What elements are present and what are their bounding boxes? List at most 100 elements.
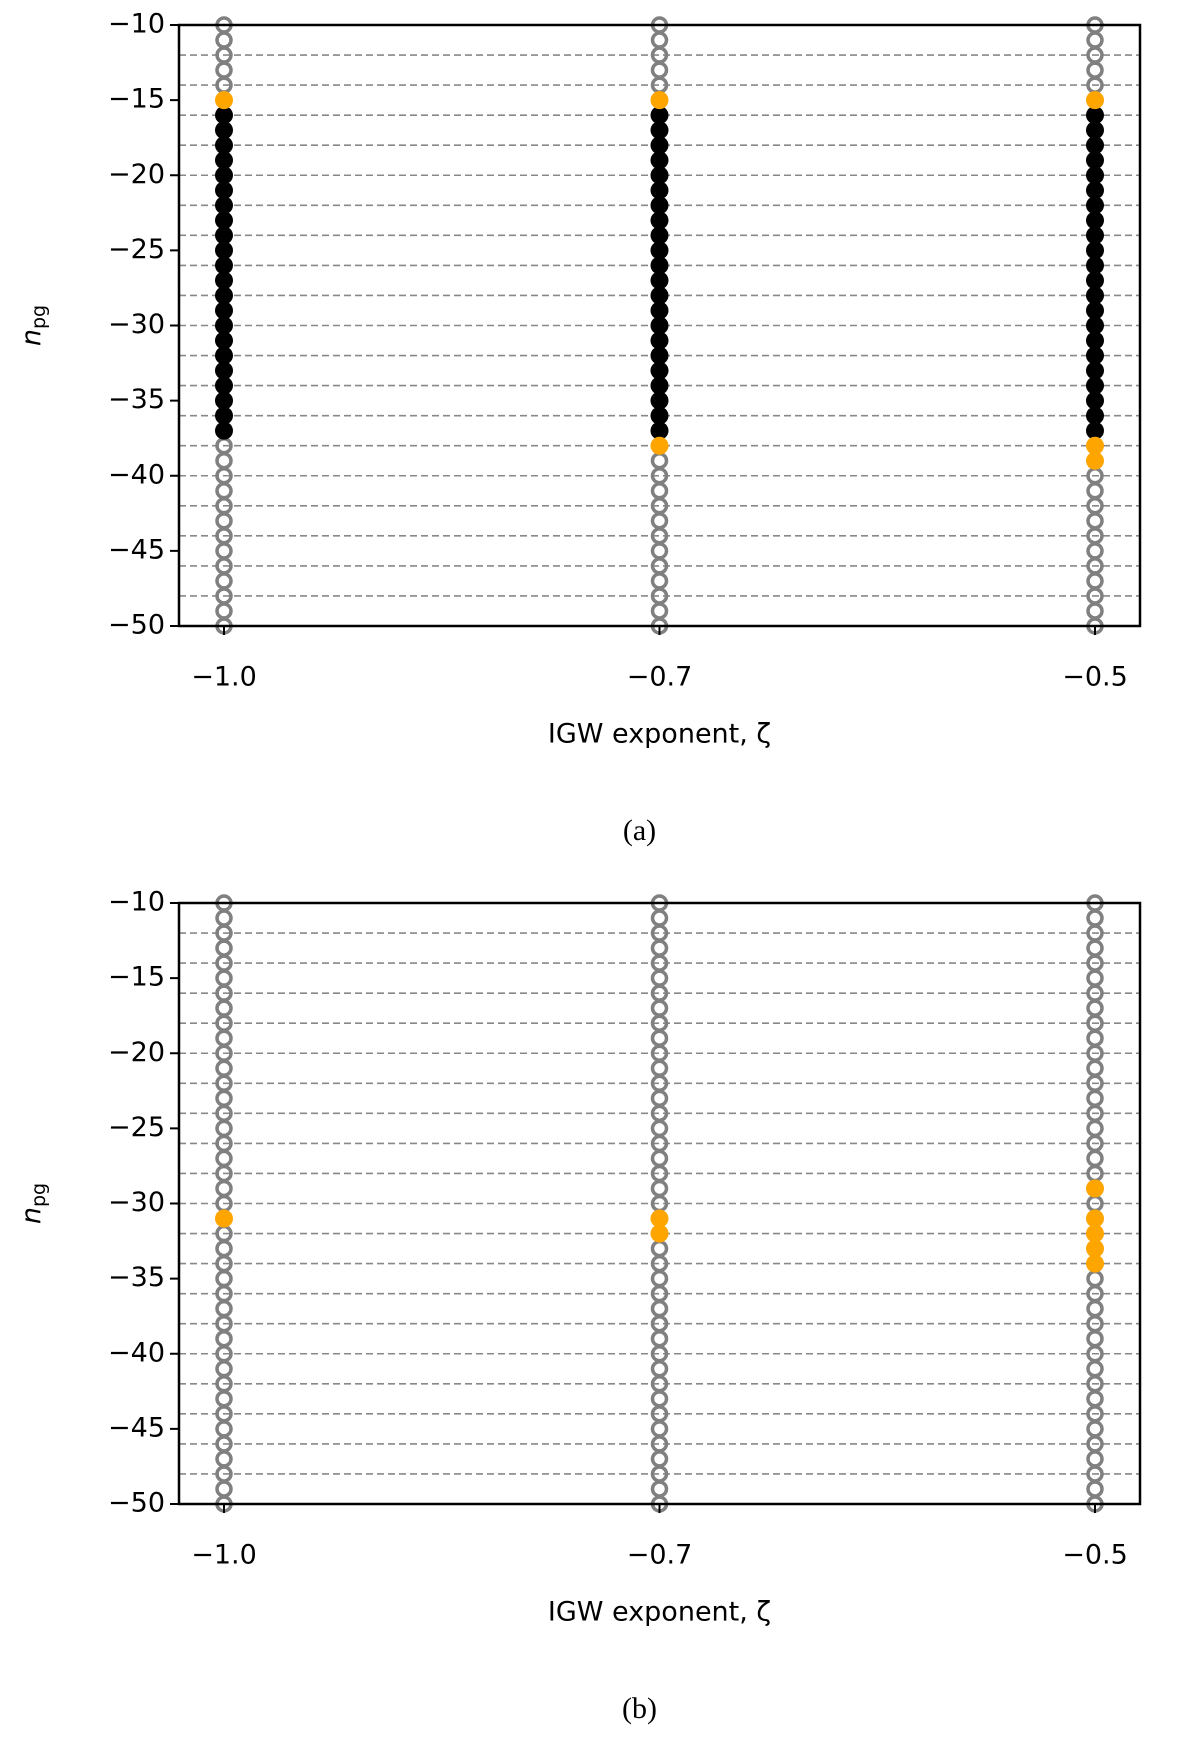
point bbox=[215, 406, 233, 425]
point bbox=[1086, 1480, 1104, 1498]
point bbox=[215, 151, 233, 170]
point bbox=[215, 572, 233, 590]
point bbox=[1086, 572, 1104, 590]
point bbox=[1086, 1254, 1104, 1273]
point bbox=[1086, 166, 1104, 185]
point bbox=[215, 1209, 233, 1228]
y-tick-label: −30 bbox=[108, 1187, 165, 1218]
point bbox=[650, 226, 669, 245]
point bbox=[1086, 376, 1104, 395]
point bbox=[215, 31, 233, 49]
point bbox=[215, 421, 233, 440]
point bbox=[650, 1450, 669, 1468]
point bbox=[215, 1029, 233, 1047]
point bbox=[650, 181, 669, 200]
point bbox=[650, 346, 669, 365]
point bbox=[215, 909, 233, 927]
point bbox=[1086, 1390, 1104, 1408]
chart: −10 −15 −20 −25 −30 −35 −40 −45 −50 −1.0 −0.7 −0.5 I… bbox=[16, 9, 1142, 847]
point bbox=[650, 241, 669, 260]
point bbox=[1086, 602, 1104, 620]
y-tick-label: −45 bbox=[108, 534, 165, 565]
point bbox=[215, 1390, 233, 1408]
point bbox=[1086, 196, 1104, 215]
y-tick-label: −40 bbox=[108, 459, 165, 490]
y-tick-label: −30 bbox=[108, 309, 165, 340]
x-tick-label: −1.0 bbox=[191, 1540, 257, 1571]
point bbox=[1086, 241, 1104, 260]
point bbox=[215, 196, 233, 215]
point bbox=[215, 226, 233, 245]
point bbox=[650, 31, 669, 49]
point bbox=[650, 1360, 669, 1378]
point bbox=[215, 969, 233, 987]
y-tick-label: −40 bbox=[108, 1337, 165, 1368]
point bbox=[1086, 1329, 1104, 1348]
point bbox=[650, 211, 669, 230]
point bbox=[650, 909, 669, 927]
point bbox=[215, 241, 233, 260]
point bbox=[1086, 436, 1104, 455]
point bbox=[650, 451, 669, 470]
x-axis-label: IGW exponent, ζ bbox=[548, 1597, 771, 1628]
point bbox=[215, 1239, 233, 1258]
point bbox=[650, 61, 669, 79]
point bbox=[215, 1329, 233, 1348]
point bbox=[650, 999, 669, 1017]
point bbox=[650, 1149, 669, 1168]
y-axis-label: npg bbox=[16, 1183, 50, 1224]
point bbox=[215, 939, 233, 957]
point bbox=[1086, 939, 1104, 957]
y-tick-label: −20 bbox=[108, 1037, 165, 1068]
point bbox=[1086, 969, 1104, 987]
point bbox=[650, 1089, 669, 1108]
point bbox=[215, 1450, 233, 1468]
point bbox=[1086, 1149, 1104, 1168]
y-axis-label-main: n bbox=[16, 1207, 47, 1224]
point bbox=[1086, 1239, 1104, 1258]
point bbox=[215, 331, 233, 350]
point bbox=[650, 1420, 669, 1438]
y-tick-label: −20 bbox=[108, 159, 165, 190]
point bbox=[1086, 1089, 1104, 1108]
x-tick-label: −0.5 bbox=[1062, 662, 1128, 693]
point bbox=[1086, 1059, 1104, 1078]
point bbox=[650, 1224, 669, 1243]
point bbox=[1086, 1450, 1104, 1468]
y-axis-label-sub: pg bbox=[28, 305, 50, 329]
point bbox=[650, 91, 669, 110]
point bbox=[650, 376, 669, 395]
y-tick-label: −15 bbox=[108, 84, 165, 115]
point bbox=[1086, 909, 1104, 927]
point bbox=[650, 331, 669, 350]
point bbox=[1086, 346, 1104, 365]
point bbox=[650, 1239, 669, 1258]
point bbox=[650, 421, 669, 440]
point bbox=[215, 271, 233, 290]
point bbox=[650, 196, 669, 215]
point bbox=[1086, 136, 1104, 155]
y-tick-label: −50 bbox=[108, 610, 165, 641]
point bbox=[215, 121, 233, 140]
point bbox=[650, 1029, 669, 1047]
point bbox=[215, 1360, 233, 1378]
point bbox=[215, 1089, 233, 1108]
y-tick-label: −50 bbox=[108, 1488, 165, 1519]
point bbox=[215, 166, 233, 185]
point bbox=[215, 316, 233, 335]
point bbox=[650, 1480, 669, 1498]
point bbox=[650, 542, 669, 560]
point bbox=[650, 1209, 669, 1228]
y-tick-label: −15 bbox=[108, 962, 165, 993]
point bbox=[215, 1299, 233, 1318]
y-tick-label: −10 bbox=[108, 887, 165, 918]
point bbox=[1086, 331, 1104, 350]
point bbox=[215, 211, 233, 230]
point bbox=[650, 602, 669, 620]
point bbox=[650, 1179, 669, 1198]
point bbox=[1086, 61, 1104, 79]
point bbox=[1086, 1209, 1104, 1228]
point bbox=[1086, 1299, 1104, 1318]
point bbox=[650, 1059, 669, 1078]
